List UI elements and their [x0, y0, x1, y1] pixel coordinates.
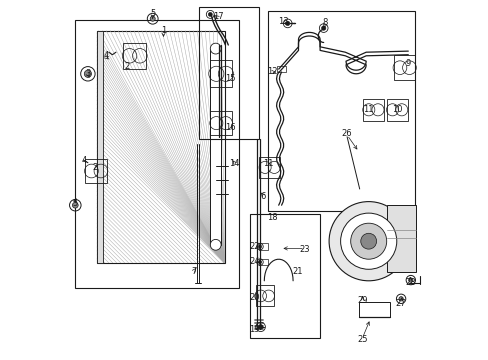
Text: 28: 28: [405, 278, 415, 287]
Text: 10: 10: [391, 105, 402, 114]
Bar: [199, 7, 258, 139]
Text: 4: 4: [103, 51, 108, 60]
Bar: [85, 159, 107, 183]
Circle shape: [360, 233, 376, 249]
Text: 2: 2: [92, 163, 98, 172]
Bar: [259, 157, 280, 178]
Bar: [210, 60, 231, 87]
Text: 18: 18: [267, 213, 277, 222]
Bar: [386, 205, 415, 272]
Bar: [267, 11, 415, 211]
Circle shape: [210, 239, 221, 250]
Circle shape: [340, 213, 396, 269]
Bar: [386, 99, 407, 121]
Bar: [393, 55, 415, 80]
Text: 3: 3: [85, 69, 90, 78]
Bar: [358, 302, 389, 317]
Text: 5: 5: [72, 199, 77, 208]
Circle shape: [258, 325, 263, 329]
Bar: [210, 111, 231, 135]
Circle shape: [208, 12, 212, 17]
Text: 9: 9: [405, 58, 410, 68]
Circle shape: [84, 70, 91, 77]
Text: 4: 4: [81, 156, 87, 165]
Bar: [75, 20, 239, 288]
Bar: [123, 43, 146, 69]
Circle shape: [328, 202, 407, 281]
Text: 11: 11: [363, 105, 373, 114]
Text: 6: 6: [260, 192, 265, 201]
Text: 21: 21: [292, 267, 303, 276]
Text: 24: 24: [249, 256, 259, 265]
Text: 8: 8: [322, 18, 327, 27]
Bar: [259, 243, 267, 250]
Text: 26: 26: [341, 129, 352, 138]
Text: 22: 22: [249, 242, 259, 251]
Circle shape: [321, 26, 325, 30]
Circle shape: [150, 16, 155, 21]
Text: 20: 20: [249, 292, 259, 302]
Bar: [362, 99, 383, 121]
Text: 27: 27: [395, 299, 406, 307]
Text: 14: 14: [229, 159, 239, 168]
Text: 16: 16: [225, 123, 236, 132]
Text: 19: 19: [249, 325, 259, 334]
Bar: [97, 31, 103, 263]
Text: 12: 12: [267, 67, 277, 76]
Text: 2: 2: [124, 62, 130, 71]
Circle shape: [350, 223, 386, 259]
Bar: [249, 214, 320, 338]
Text: 29: 29: [357, 296, 367, 305]
Circle shape: [258, 245, 261, 248]
Text: 17: 17: [213, 12, 224, 22]
Text: 15: 15: [225, 74, 236, 83]
Bar: [255, 285, 273, 306]
Circle shape: [398, 297, 403, 301]
Bar: [210, 49, 221, 245]
Bar: [276, 66, 285, 72]
Bar: [97, 31, 224, 263]
Circle shape: [258, 261, 261, 264]
Circle shape: [285, 21, 289, 26]
Circle shape: [72, 202, 78, 208]
Text: 11: 11: [262, 159, 273, 168]
Text: 5: 5: [150, 9, 155, 18]
Text: 1: 1: [161, 26, 166, 35]
Circle shape: [408, 278, 412, 282]
Text: 25: 25: [357, 335, 367, 343]
Text: 23: 23: [299, 245, 310, 253]
Bar: [259, 259, 267, 265]
Circle shape: [210, 43, 221, 54]
Text: 7: 7: [191, 267, 196, 276]
Text: 13: 13: [278, 17, 288, 26]
